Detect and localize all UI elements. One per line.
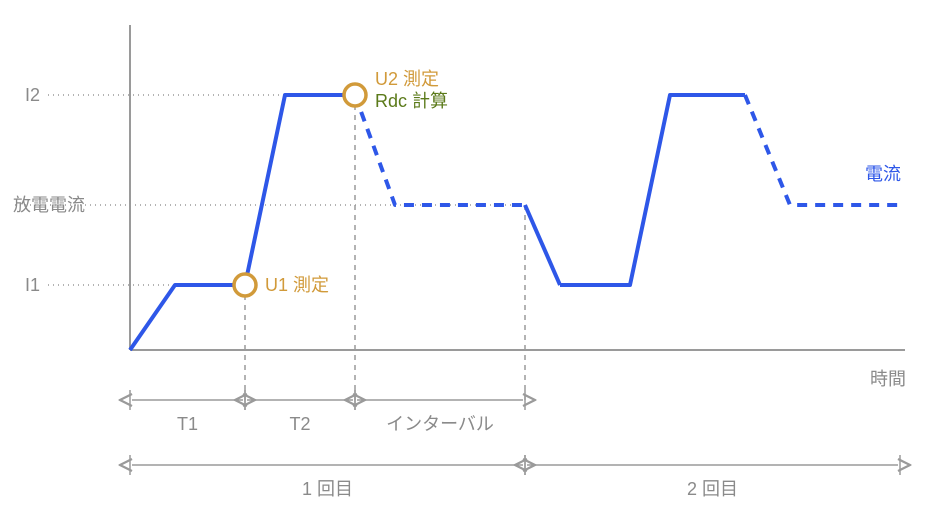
curve-cycle2-down	[525, 205, 560, 285]
time-label: 時間	[870, 369, 906, 389]
ylabel-i2: I2	[25, 85, 40, 105]
t2-label: T2	[289, 414, 310, 434]
u1-marker	[234, 274, 256, 296]
ylabel-i1: I1	[25, 275, 40, 295]
t1-label: T1	[177, 414, 198, 434]
curve-cycle2-dash	[745, 95, 905, 205]
curve-cycle1-dash	[355, 95, 525, 205]
interval-label: インターバル	[386, 414, 494, 434]
u2-marker	[344, 84, 366, 106]
rdc-label: Rdc 計算	[375, 91, 448, 111]
cycle1-label: 1 回目	[302, 479, 353, 499]
curve-cycle1-solid	[130, 95, 355, 350]
cycle2-label: 2 回目	[687, 479, 738, 499]
ylabel-discharge: 放電電流	[13, 195, 85, 215]
u2-label: U2 測定	[375, 69, 439, 89]
current-label: 電流	[865, 164, 901, 184]
curve-cycle2-solid	[560, 95, 745, 285]
u1-label: U1 測定	[265, 275, 329, 295]
